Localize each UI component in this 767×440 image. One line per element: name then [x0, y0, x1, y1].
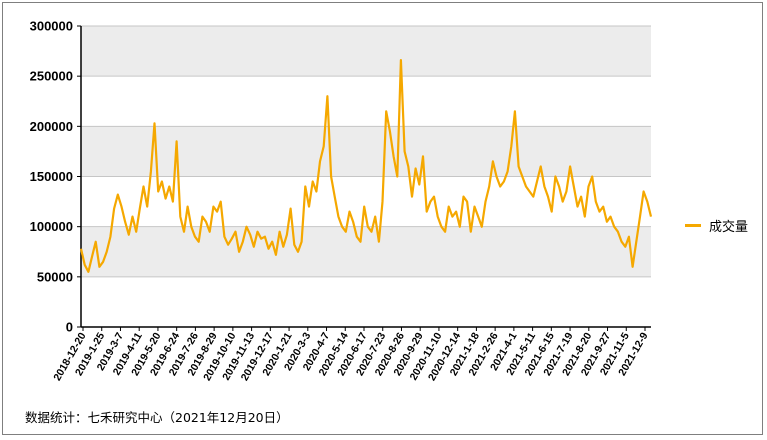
source-note: 数据统计：七禾研究中心（2021年12月20日） — [25, 410, 289, 425]
y-tick-label: 300000 — [30, 19, 73, 34]
y-tick-label: 100000 — [30, 219, 73, 234]
y-tick-label: 200000 — [30, 119, 73, 134]
grid-band — [81, 126, 651, 177]
y-tick-label: 0 — [66, 320, 73, 335]
grid-band — [81, 226, 651, 277]
y-tick-label: 150000 — [30, 169, 73, 184]
y-tick-label: 50000 — [37, 269, 73, 284]
legend-swatch — [685, 224, 701, 227]
grid-band — [81, 26, 651, 77]
chart-frame: 0 50000 100000 150000 200000 250000 300000 2018… — [2, 2, 763, 435]
legend: 成交量 — [685, 216, 748, 235]
legend-label: 成交量 — [709, 220, 749, 235]
line-chart: 0500001000001500002000002500003000002018… — [30, 19, 653, 383]
series-line — [79, 58, 653, 273]
y-tick-label: 250000 — [30, 69, 73, 84]
